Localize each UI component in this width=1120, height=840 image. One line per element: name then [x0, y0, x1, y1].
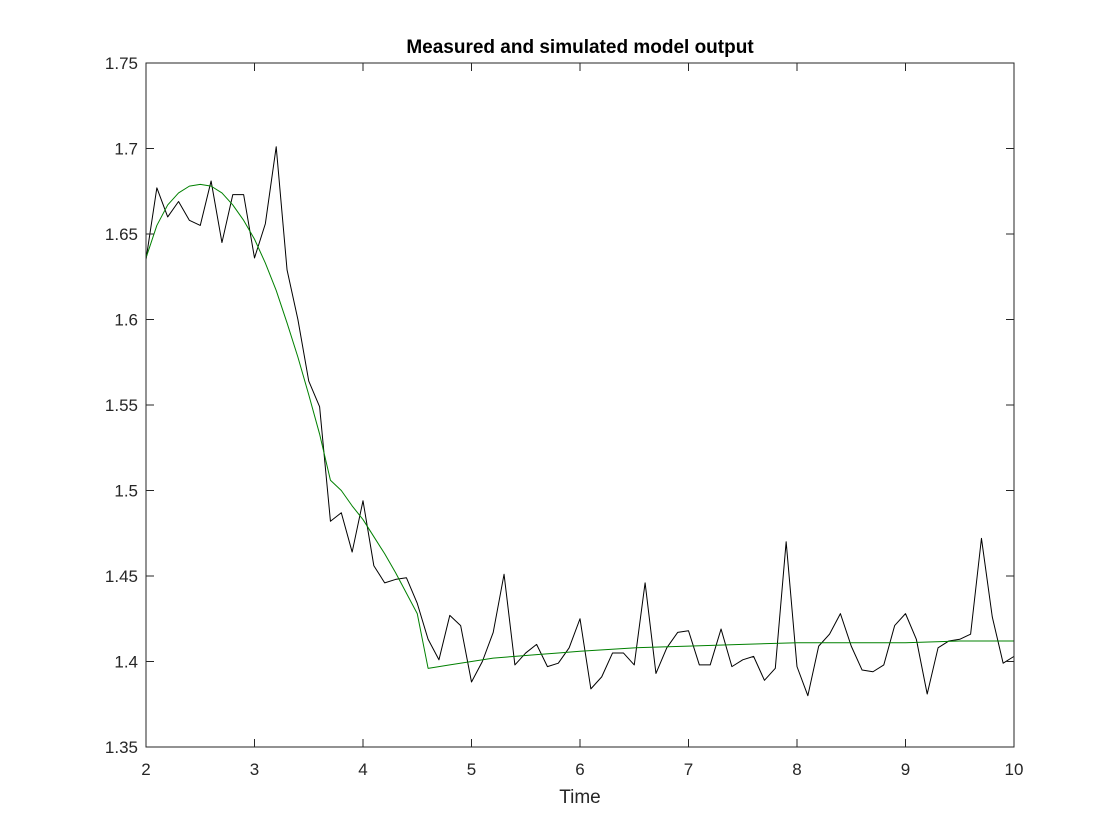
x-tick-label: 4 — [358, 760, 367, 779]
chart-title: Measured and simulated model output — [406, 37, 754, 58]
x-tick-label: 2 — [141, 760, 150, 779]
x-tick-label: 7 — [684, 760, 693, 779]
x-tick-label: 5 — [467, 760, 476, 779]
y-tick-label: 1.75 — [105, 54, 138, 73]
x-tick-label: 10 — [1005, 760, 1024, 779]
y-tick-label: 1.65 — [105, 225, 138, 244]
series-layer — [145, 146, 1015, 697]
y-tick-label: 1.55 — [105, 396, 138, 415]
y-tick-label: 1.7 — [114, 140, 138, 159]
x-tick-label: 9 — [901, 760, 910, 779]
x-tick-label: 3 — [250, 760, 259, 779]
y-tick-label: 1.45 — [105, 567, 138, 586]
y-tick-label: 1.5 — [114, 482, 138, 501]
plot-area: 2 3 4 5 6 7 8 9 10 1.351.41.451.51.551.61.651.71… — [105, 54, 1024, 779]
series-line-1 — [145, 146, 1015, 697]
y-tick-label: 1.6 — [114, 311, 138, 330]
x-axis-ticks: 2 3 4 5 6 7 8 9 10 — [141, 63, 1023, 779]
y-axis-ticks: 1.35 1.4 1.45 1.5 1.55 1.6 1.65 1.7 1.75 — [105, 54, 1014, 757]
series-line-2 — [145, 183, 1014, 669]
x-tick-label: 6 — [575, 760, 584, 779]
plot-background — [146, 63, 1014, 747]
y-tick-label: 1.4 — [114, 653, 138, 672]
y-tick-label: 1.35 — [105, 738, 138, 757]
x-tick-label: 8 — [792, 760, 801, 779]
x-axis-label: Time — [559, 787, 601, 808]
